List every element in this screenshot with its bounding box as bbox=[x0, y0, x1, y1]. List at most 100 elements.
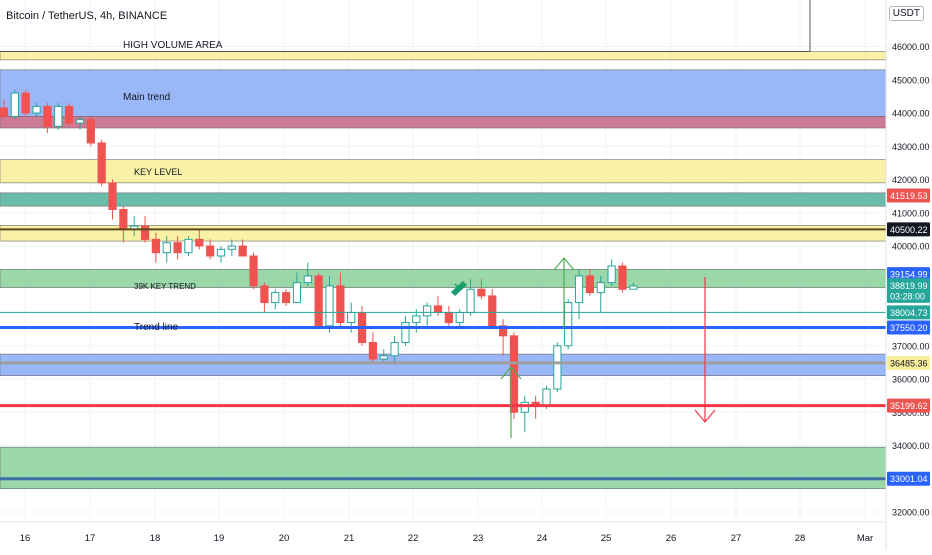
candle bbox=[585, 269, 594, 296]
price-label-bg bbox=[887, 305, 930, 320]
candle-body bbox=[151, 238, 161, 254]
price-tick-label: 46000.00 bbox=[892, 42, 930, 52]
annotation-label: Main trend bbox=[123, 92, 170, 103]
price-label-badge: 33001.04 bbox=[887, 471, 930, 486]
candle-body bbox=[54, 105, 63, 127]
price-label-bg bbox=[887, 320, 930, 335]
candle-body bbox=[271, 292, 280, 304]
candle-body bbox=[488, 295, 497, 327]
candle-body bbox=[75, 119, 85, 124]
candle-body bbox=[553, 345, 562, 390]
candle bbox=[75, 116, 85, 130]
candle bbox=[303, 262, 312, 286]
price-label-bg bbox=[887, 288, 930, 303]
candle-body bbox=[368, 341, 377, 360]
candle-body bbox=[43, 105, 52, 127]
candle bbox=[629, 282, 638, 290]
price-label-badge: 38819.99 bbox=[887, 278, 930, 293]
candle bbox=[499, 319, 508, 356]
annotation-label: KEY LEVEL bbox=[134, 167, 182, 177]
candle-body bbox=[455, 312, 464, 324]
candle bbox=[162, 236, 171, 263]
candle bbox=[477, 279, 486, 300]
time-tick-label: 19 bbox=[214, 533, 225, 544]
time-tick-label: 20 bbox=[279, 533, 290, 544]
high-volume-zone bbox=[0, 51, 887, 61]
candle bbox=[216, 246, 226, 263]
price-label-badge: 38004.73 bbox=[887, 305, 930, 320]
candle-body bbox=[379, 355, 388, 360]
candle-body bbox=[542, 388, 551, 407]
candle-body bbox=[227, 245, 236, 250]
candle-body bbox=[607, 265, 616, 284]
price-label-text: 37550.20 bbox=[890, 323, 928, 333]
currency-button[interactable]: USDT bbox=[888, 6, 924, 21]
candle bbox=[390, 335, 399, 363]
candle-body bbox=[282, 292, 291, 304]
candle-body bbox=[108, 182, 117, 210]
price-label-badge: 36485.36 bbox=[887, 355, 930, 370]
candle bbox=[108, 179, 117, 220]
candle bbox=[401, 315, 410, 346]
down-arrow-head bbox=[694, 409, 716, 423]
price-label-text: 39154.99 bbox=[890, 270, 928, 280]
candle bbox=[151, 232, 161, 263]
candle bbox=[282, 289, 291, 306]
price-label-badge: 35199.62 bbox=[887, 398, 930, 413]
candle bbox=[0, 99, 9, 119]
candle-body bbox=[32, 105, 41, 114]
time-tick-label: 21 bbox=[344, 533, 355, 544]
candle bbox=[21, 89, 30, 117]
candle-body bbox=[97, 142, 106, 184]
key-trend-39k-zone bbox=[0, 269, 887, 288]
candle-body bbox=[206, 245, 215, 257]
time-tick-label: 18 bbox=[150, 533, 161, 544]
price-label-badge: 40500.22 bbox=[887, 222, 930, 237]
candle-body bbox=[140, 225, 150, 240]
candle bbox=[10, 89, 19, 120]
price-tick-label: 42000.00 bbox=[892, 175, 930, 185]
price-label-bg bbox=[887, 222, 930, 237]
price-label-text: 40500.22 bbox=[890, 225, 928, 235]
candle-body bbox=[390, 341, 399, 357]
price-tick-label: 44000.00 bbox=[892, 109, 930, 119]
candle bbox=[379, 349, 388, 363]
candle bbox=[97, 139, 106, 187]
candle-body bbox=[216, 248, 226, 257]
candle bbox=[314, 272, 323, 330]
candle bbox=[260, 282, 269, 313]
candle-body bbox=[119, 208, 128, 230]
price-label-text: 41519.53 bbox=[890, 191, 928, 201]
candle-body bbox=[618, 265, 627, 290]
up-arrow-left-head bbox=[500, 366, 522, 380]
candle-body bbox=[65, 105, 74, 124]
candle-body bbox=[499, 325, 508, 337]
price-label-badge: 03:28:00 bbox=[887, 288, 930, 303]
candle bbox=[607, 259, 616, 286]
candle-body bbox=[325, 285, 334, 327]
price-tick-label: 41000.00 bbox=[892, 208, 930, 218]
candle-body bbox=[314, 275, 323, 327]
time-tick-label: 25 bbox=[601, 533, 612, 544]
candle bbox=[195, 229, 204, 250]
price-label-bg bbox=[887, 471, 930, 486]
price-tick-label: 37000.00 bbox=[892, 341, 930, 351]
candle bbox=[553, 342, 562, 393]
price-label-bg bbox=[887, 398, 930, 413]
candle-body bbox=[303, 275, 312, 284]
price-label-text: 35199.62 bbox=[890, 401, 928, 411]
price-label-text: 36485.36 bbox=[890, 358, 928, 368]
price-tick-label: 43000.00 bbox=[892, 142, 930, 152]
price-label-text: 03:28:00 bbox=[890, 291, 925, 301]
teal-zone bbox=[0, 192, 887, 207]
time-tick-label: Mar bbox=[857, 533, 873, 544]
candle-body bbox=[336, 285, 345, 324]
candle bbox=[520, 395, 529, 433]
candle-body bbox=[162, 242, 171, 254]
price-label-bg bbox=[887, 188, 930, 203]
price-label-text: 38004.73 bbox=[890, 308, 928, 318]
candle-body bbox=[86, 119, 95, 144]
candle-body bbox=[195, 238, 204, 247]
